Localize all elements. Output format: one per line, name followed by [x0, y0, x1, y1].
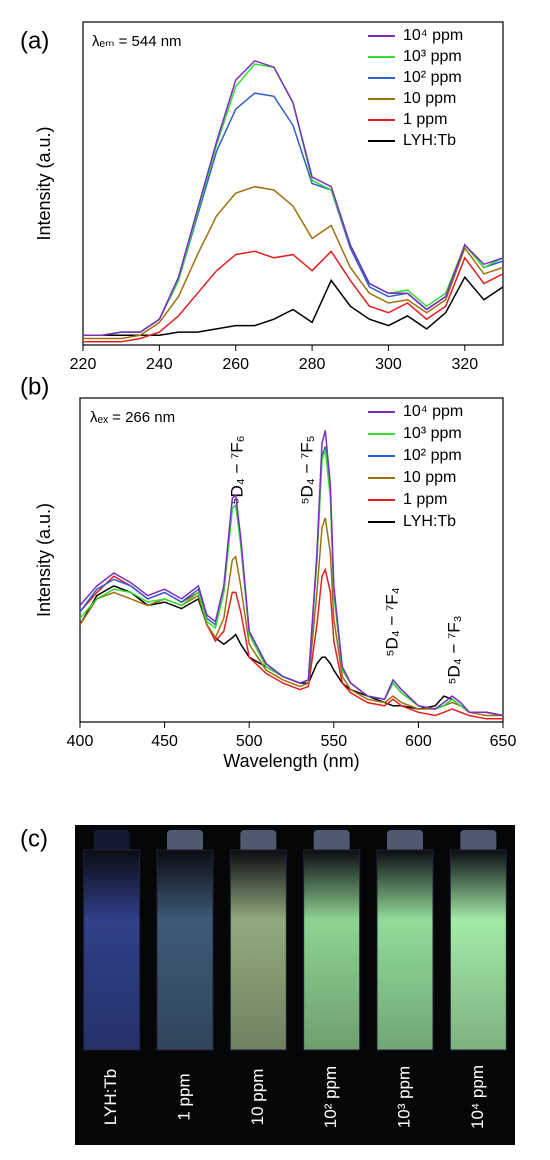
x-tick-label: 280: [299, 356, 326, 373]
series-line: [79, 446, 504, 717]
vial-cap: [460, 830, 497, 852]
x-tick-label: 650: [490, 733, 517, 750]
y-axis-label: Intensity (a.u.): [34, 503, 54, 617]
vial-cap: [387, 830, 423, 852]
x-tick-label: 300: [375, 356, 402, 373]
photo: [75, 825, 515, 1145]
panel-label: (a): [20, 27, 49, 54]
vial: [376, 849, 434, 1051]
vial-cap: [240, 830, 277, 852]
legend-label: LYH:Tb: [403, 132, 456, 149]
series-line: [83, 275, 504, 337]
x-tick-label: 220: [70, 356, 97, 373]
annotation: λₑₘ = 544 nm: [92, 33, 182, 50]
vial: [303, 849, 361, 1051]
legend-label: 1 ppm: [403, 491, 447, 508]
vial-cap: [167, 830, 203, 852]
vial-label: 10⁴ ppm: [468, 1065, 487, 1129]
vial-label: 10³ ppm: [394, 1066, 413, 1128]
annotation: λₑₓ = 266 nm: [90, 409, 175, 426]
legend-label: 10² ppm: [403, 69, 462, 86]
legend-label: LYH:Tb: [403, 513, 456, 530]
vial-label: 10 ppm: [248, 1069, 267, 1126]
y-axis-label: Intensity (a.u.): [34, 126, 54, 240]
series-line: [83, 250, 504, 343]
x-tick-label: 260: [222, 356, 249, 373]
annotation: ⁵D₄ − ⁷F₆: [227, 435, 246, 504]
plot-frame: [79, 397, 504, 723]
x-axis-label: Wavelength (nm): [223, 751, 359, 771]
legend-label: 10⁴ ppm: [403, 403, 463, 420]
series-line: [79, 585, 504, 717]
legend-label: 10⁴ ppm: [403, 27, 463, 44]
x-tick-label: 450: [151, 733, 178, 750]
vial-cap: [313, 830, 350, 852]
vial: [83, 849, 141, 1051]
vial-label: 10² ppm: [321, 1066, 340, 1128]
x-tick-label: 600: [405, 733, 432, 750]
series-line: [83, 185, 504, 340]
series-line: [83, 92, 504, 337]
annotation: ⁵D₄ − ⁷F₅: [297, 435, 316, 504]
legend-label: 1 ppm: [403, 111, 447, 128]
vial-cap: [93, 830, 130, 852]
vial-label: LYH:Tb: [101, 1069, 120, 1125]
legend-label: 10² ppm: [403, 447, 462, 464]
panel-label: (b): [20, 373, 49, 400]
plot-frame: [82, 21, 504, 346]
x-tick-label: 500: [236, 733, 263, 750]
vial-label: 1 ppm: [174, 1073, 193, 1120]
vial: [449, 849, 507, 1051]
vial: [156, 849, 214, 1051]
x-tick-label: 320: [451, 356, 478, 373]
series-line: [79, 430, 504, 717]
annotation: ⁵D₄ − ⁷F₄: [382, 587, 401, 656]
annotation: ⁵D₄ − ⁷F₃: [444, 615, 463, 684]
x-tick-label: 550: [320, 733, 347, 750]
x-tick-label: 400: [67, 733, 94, 750]
x-tick-label: 240: [146, 356, 173, 373]
series-line: [83, 59, 504, 337]
panel-label: (c): [20, 825, 48, 852]
legend-label: 10³ ppm: [403, 48, 462, 65]
legend-label: 10 ppm: [403, 90, 456, 107]
series-line: [79, 449, 504, 717]
legend-label: 10 ppm: [403, 469, 456, 486]
vial: [229, 849, 287, 1051]
legend-label: 10³ ppm: [403, 425, 462, 442]
